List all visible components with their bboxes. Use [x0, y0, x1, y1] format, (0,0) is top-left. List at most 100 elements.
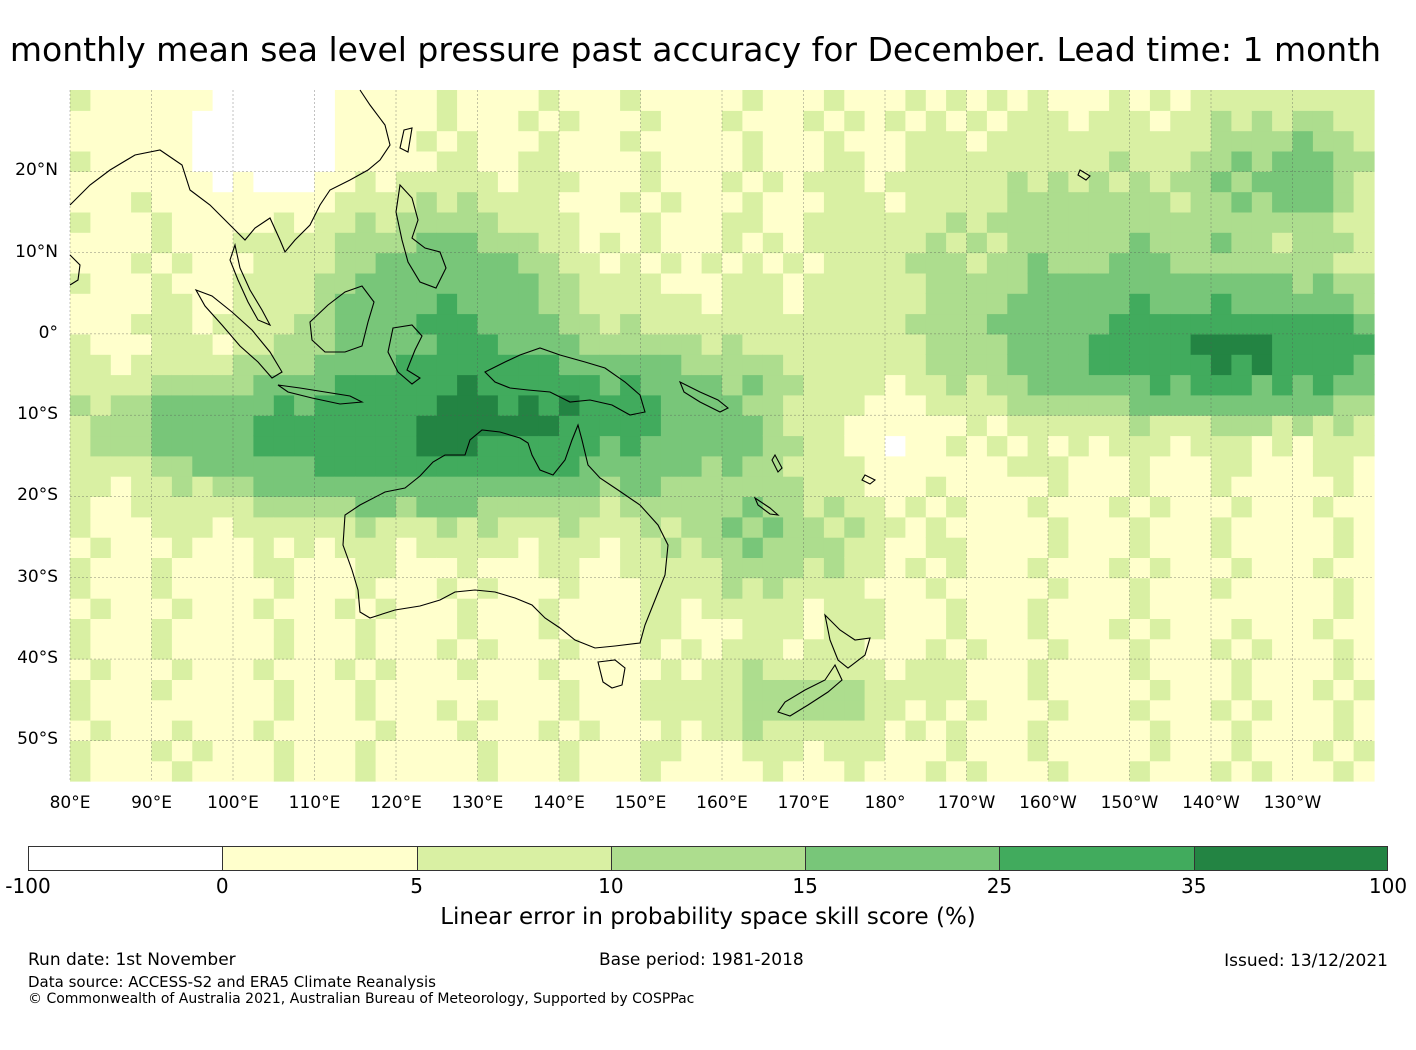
- skill-cell: [436, 455, 458, 477]
- skill-cell: [1190, 679, 1212, 701]
- skill-cell: [722, 699, 743, 721]
- skill-cell: [925, 598, 947, 619]
- skill-cell: [1048, 354, 1069, 376]
- skill-cell: [294, 496, 316, 518]
- skill-cell: [233, 151, 254, 172]
- skill-cell: [355, 130, 377, 152]
- skill-cell: [396, 496, 417, 518]
- skill-cell: [844, 272, 866, 294]
- skill-cell: [212, 232, 234, 254]
- skill-cell: [314, 313, 336, 335]
- skill-cell: [70, 313, 91, 335]
- skill-cell: [946, 293, 968, 315]
- skill-cell: [253, 496, 275, 518]
- skill-cell: [396, 638, 417, 660]
- skill-cell: [151, 110, 173, 132]
- skill-cell: [966, 354, 988, 376]
- skill-cell: [375, 333, 397, 355]
- skill-cell: [90, 516, 112, 538]
- skill-cell: [1272, 293, 1294, 315]
- skill-cell: [681, 415, 703, 437]
- skill-cell: [599, 90, 621, 111]
- skill-cell: [192, 435, 214, 457]
- skill-cell: [1190, 537, 1212, 558]
- skill-cell: [497, 577, 519, 599]
- skill-cell: [905, 374, 927, 396]
- skill-cell: [192, 720, 214, 741]
- skill-cell: [640, 151, 662, 172]
- skill-cell: [396, 720, 417, 741]
- skill-cell: [762, 333, 784, 355]
- skill-cell: [1170, 435, 1192, 457]
- colorbar-tick-label: -100: [5, 874, 51, 898]
- skill-cell: [1048, 577, 1069, 599]
- skill-cell: [538, 516, 560, 538]
- skill-cell: [436, 496, 458, 518]
- hawaii-coastline: [1077, 169, 1091, 181]
- skill-cell: [131, 313, 153, 335]
- longitude-label: 140°W: [1182, 793, 1240, 813]
- skill-cell: [823, 191, 845, 213]
- skill-cell: [518, 699, 540, 721]
- skill-cell: [1068, 252, 1090, 274]
- skill-cell: [1251, 313, 1273, 335]
- skill-cell: [1129, 577, 1151, 599]
- skill-cell: [212, 394, 234, 416]
- skill-cell: [620, 130, 642, 152]
- skill-cell: [1170, 699, 1192, 721]
- skill-cell: [864, 151, 886, 172]
- skill-cell: [1231, 516, 1253, 538]
- skill-cell: [416, 455, 438, 477]
- data-source: Data source: ACCESS-S2 and ERA5 Climate …: [28, 973, 436, 991]
- skill-cell: [294, 90, 316, 111]
- philippines-coastline: [395, 183, 447, 289]
- skill-cell: [742, 638, 764, 660]
- skill-cell: [375, 435, 397, 457]
- skill-cell: [396, 516, 417, 538]
- skill-cell: [1170, 252, 1192, 274]
- skill-cell: [681, 90, 703, 111]
- skill-cell: [212, 151, 234, 172]
- skill-cell: [334, 232, 356, 254]
- longitude-label: 160°E: [696, 793, 748, 813]
- skill-cell: [151, 720, 173, 741]
- skill-cell: [885, 598, 906, 619]
- skill-cell: [1068, 476, 1090, 497]
- skill-cell: [436, 699, 458, 721]
- skill-cell: [497, 679, 519, 701]
- skill-cell: [538, 740, 560, 762]
- skill-cell: [1312, 333, 1334, 355]
- skill-cell: [314, 211, 336, 233]
- skill-cell: [1190, 354, 1212, 376]
- skill-cell: [192, 191, 214, 213]
- skill-cell: [620, 110, 642, 132]
- skill-cell: [314, 638, 336, 660]
- skill-cell: [559, 272, 580, 294]
- skill-cell: [599, 415, 621, 437]
- skill-cell: [599, 577, 621, 599]
- skill-cell: [722, 252, 743, 274]
- skill-cell: [1170, 333, 1192, 355]
- skill-cell: [925, 272, 947, 294]
- skill-cell: [273, 699, 295, 721]
- skill-cell: [375, 151, 397, 172]
- skill-cell: [192, 760, 214, 782]
- skill-cell: [579, 618, 601, 640]
- skill-cell: [844, 293, 866, 315]
- skill-cell: [864, 171, 886, 193]
- skill-cell: [823, 577, 845, 599]
- skill-cell: [1211, 699, 1232, 721]
- skill-cell: [518, 679, 540, 701]
- skill-cell: [518, 110, 540, 132]
- skill-cell: [905, 333, 927, 355]
- skill-cell: [986, 638, 1008, 660]
- skill-cell: [905, 394, 927, 416]
- skill-cell: [783, 191, 805, 213]
- skill-cell: [599, 313, 621, 335]
- skill-cell: [518, 537, 540, 558]
- skill-cell: [762, 537, 784, 558]
- skill-cell: [1109, 699, 1131, 721]
- skill-cell: [477, 618, 499, 640]
- skill-cell: [1027, 638, 1049, 660]
- skill-score-field: [70, 90, 1375, 782]
